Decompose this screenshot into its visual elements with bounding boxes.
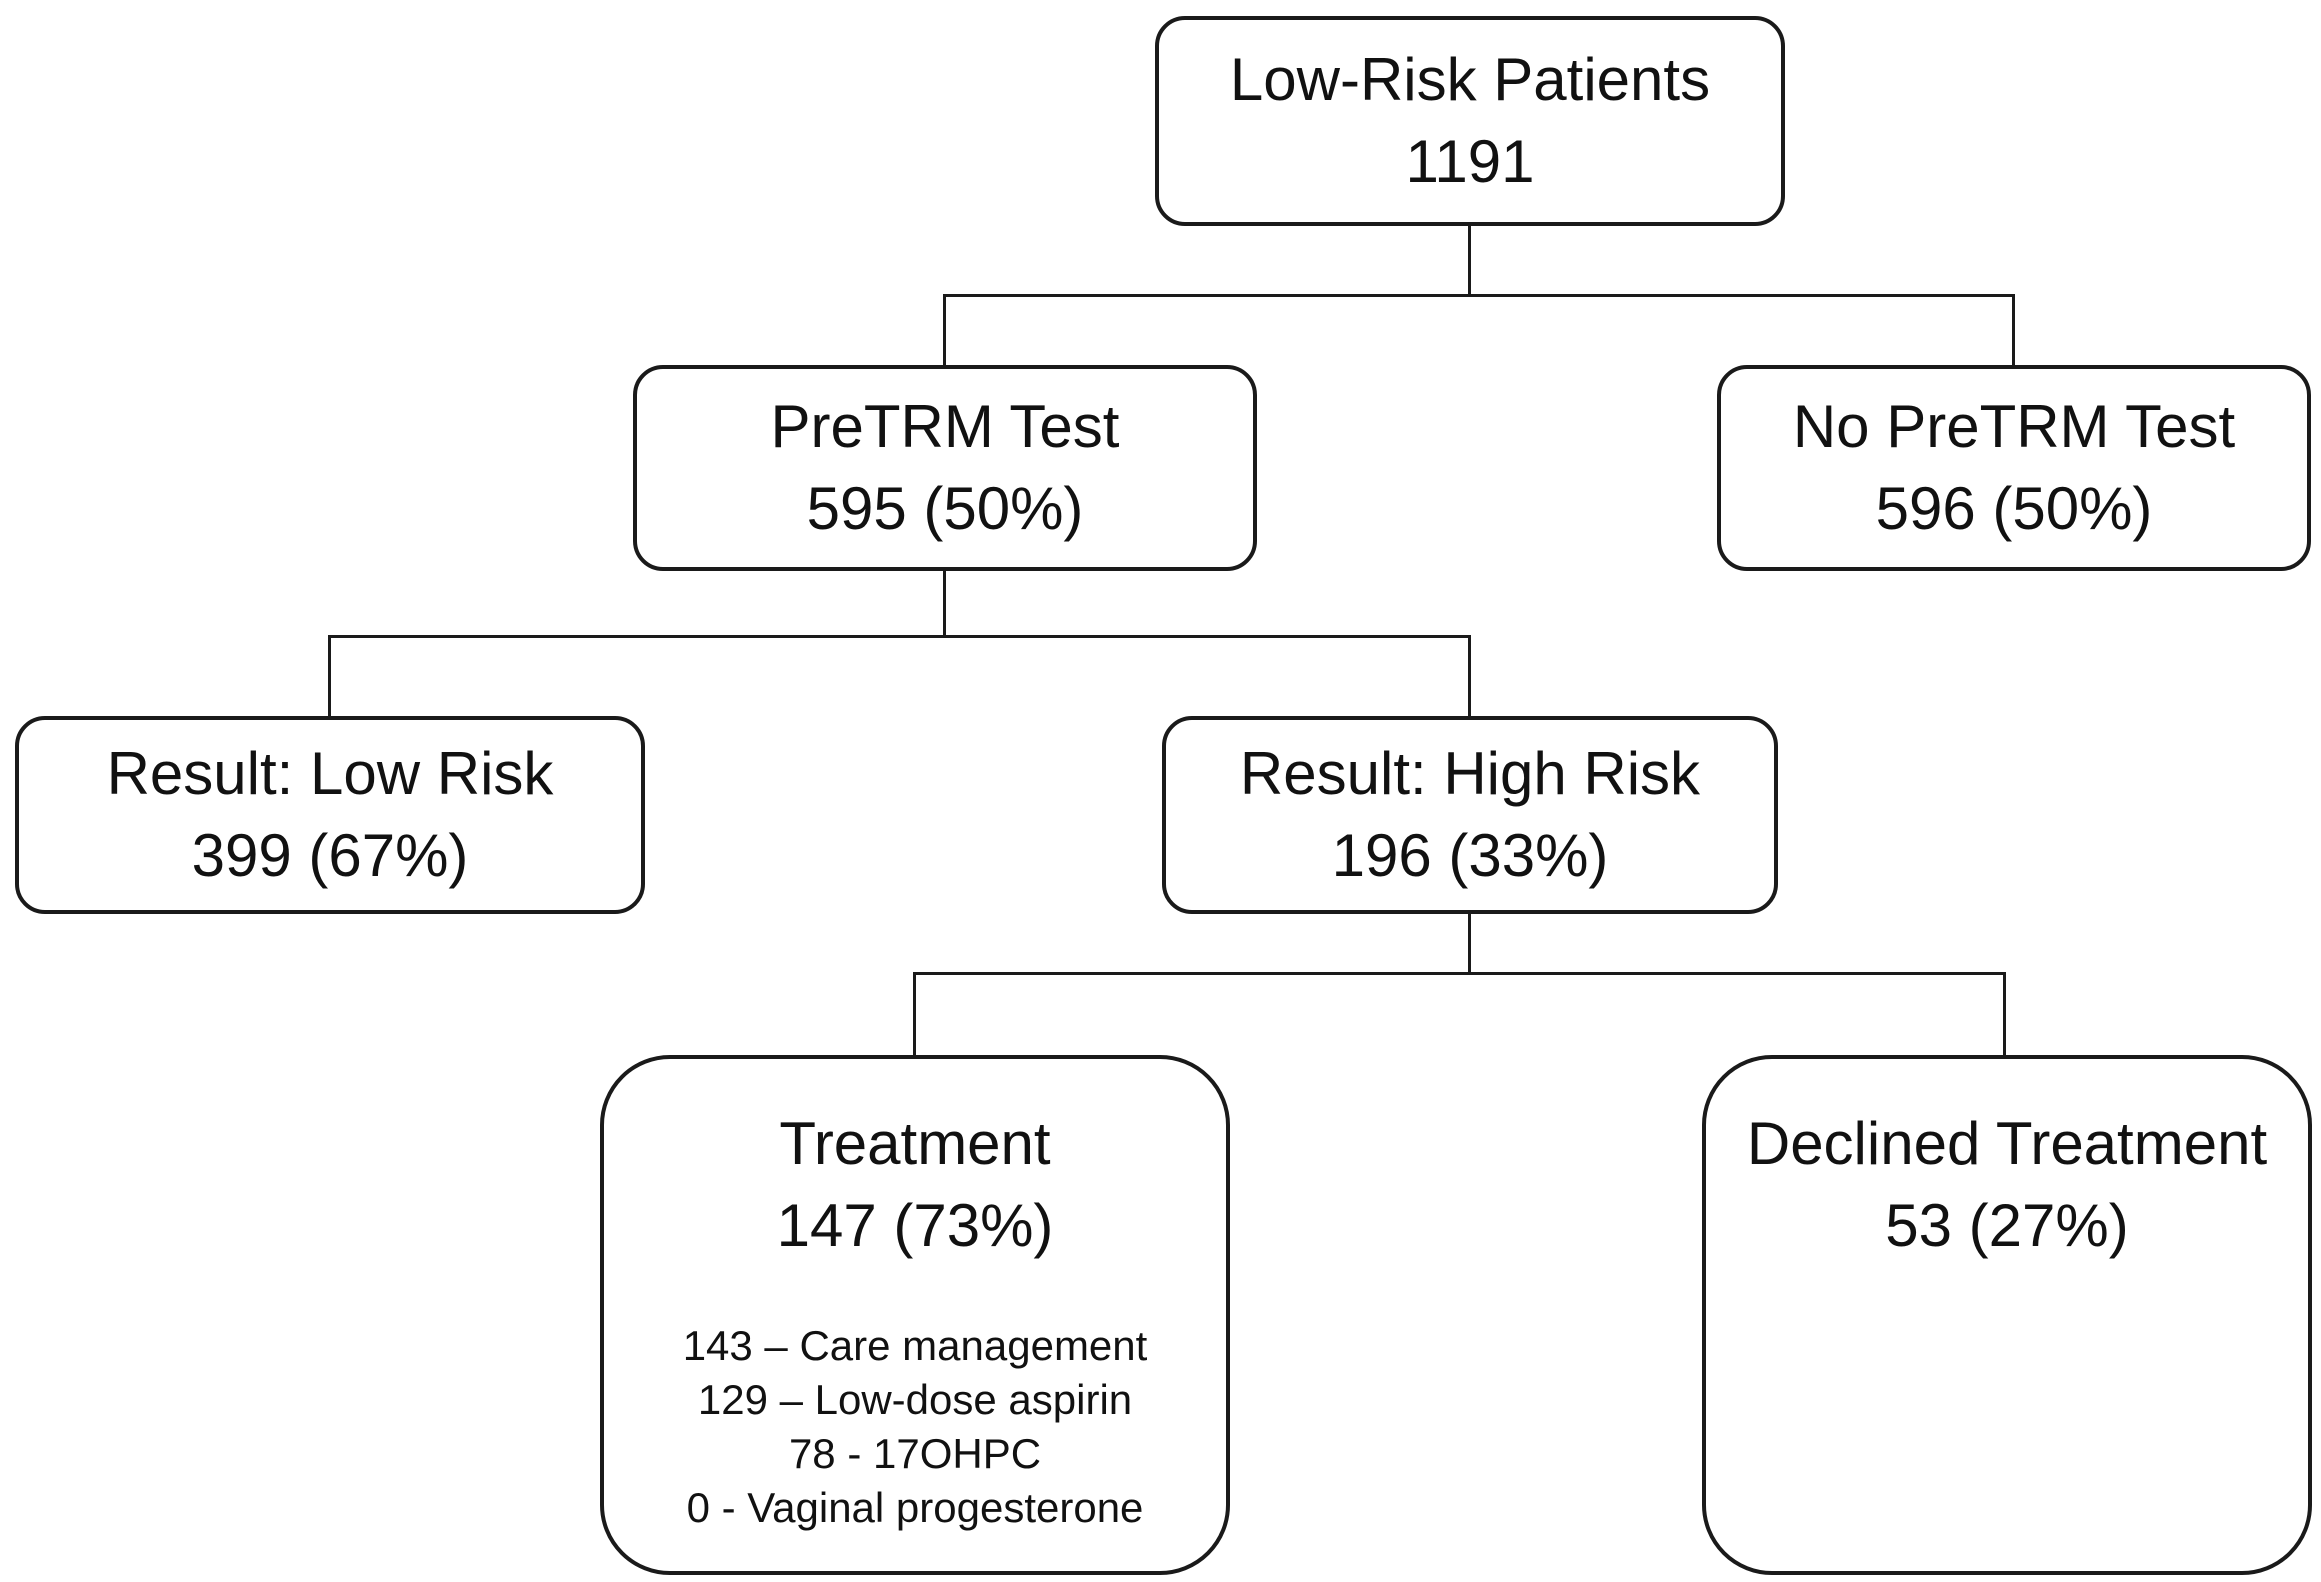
node-count: 595 (50%) <box>806 475 1084 542</box>
node-title: No PreTRM Test <box>1792 393 2236 460</box>
treatment-detail-list: 143 – Care management 129 – Low-dose asp… <box>683 1319 1148 1535</box>
connector-pretrm-to-high-risk <box>1468 635 1471 718</box>
node-declined-treatment: Declined Treatment 53 (27%) <box>1702 1055 2312 1575</box>
node-title: PreTRM Test <box>770 393 1120 460</box>
connector-high-risk-stem <box>1468 914 1471 974</box>
connector-root-to-no-pretrm <box>2012 294 2015 367</box>
node-title: Result: High Risk <box>1239 740 1701 807</box>
connector-pretrm-crossbar <box>328 635 1471 638</box>
node-low-risk-patients: Low-Risk Patients 1191 <box>1155 16 1785 226</box>
node-result-low-risk: Result: Low Risk 399 (67%) <box>15 716 645 914</box>
treatment-detail-item: 0 - Vaginal progesterone <box>686 1484 1144 1531</box>
node-count: 399 (67%) <box>191 822 469 889</box>
node-count: 147 (73%) <box>776 1192 1054 1259</box>
treatment-detail-item: 143 – Care management <box>682 1322 1148 1369</box>
node-title: Treatment <box>779 1110 1051 1177</box>
node-result-high-risk: Result: High Risk 196 (33%) <box>1162 716 1778 914</box>
node-count: 196 (33%) <box>1331 822 1609 889</box>
node-treatment: Treatment 147 (73%) 143 – Care managemen… <box>600 1055 1230 1575</box>
connector-pretrm-stem <box>943 571 946 637</box>
node-no-pretrm-test: No PreTRM Test 596 (50%) <box>1717 365 2311 571</box>
node-title: Declined Treatment <box>1746 1110 2268 1177</box>
connector-pretrm-to-low-risk <box>328 635 331 718</box>
connector-high-risk-crossbar <box>913 972 2006 975</box>
node-title: Result: Low Risk <box>106 740 554 807</box>
treatment-detail-item: 129 – Low-dose aspirin <box>697 1376 1133 1423</box>
connector-root-crossbar <box>943 294 2015 297</box>
connector-high-risk-to-declined <box>2003 972 2006 1057</box>
connector-high-risk-to-treatment <box>913 972 916 1057</box>
treatment-detail-item: 78 - 17OHPC <box>788 1430 1042 1477</box>
node-count: 596 (50%) <box>1875 475 2153 542</box>
connector-root-stem <box>1468 226 1471 296</box>
node-title: Low-Risk Patients <box>1229 46 1711 113</box>
node-pretrm-test: PreTRM Test 595 (50%) <box>633 365 1257 571</box>
node-count: 1191 <box>1405 128 1535 195</box>
connector-root-to-pretrm <box>943 294 946 367</box>
node-count: 53 (27%) <box>1885 1192 2129 1259</box>
